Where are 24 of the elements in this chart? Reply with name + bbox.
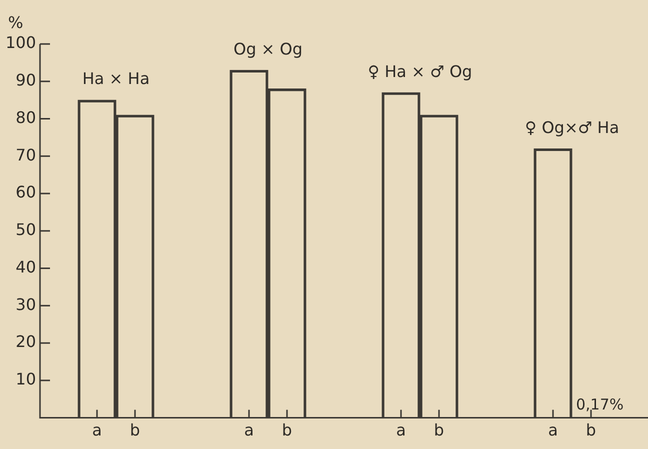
y-tick-label: 100 <box>5 33 36 52</box>
y-tick-label: 80 <box>16 108 36 127</box>
y-tick-label: 60 <box>16 182 36 202</box>
x-tick-label: a <box>244 420 254 440</box>
y-tick-label: 40 <box>16 257 36 276</box>
x-tick-label: b <box>586 420 596 440</box>
annotation: Ha × Ha <box>82 69 150 88</box>
y-tick-label: 70 <box>16 145 36 164</box>
y-tick-label: 90 <box>16 70 36 90</box>
x-tick-label: a <box>396 420 406 440</box>
x-tick-label: a <box>548 420 558 440</box>
x-tick-label: b <box>130 420 140 440</box>
y-tick-label: 50 <box>16 220 36 240</box>
y-tick-label: 30 <box>16 294 36 314</box>
annotation: ♀ Og×♂ Ha <box>524 118 620 137</box>
data-label: 0,17% <box>576 396 624 414</box>
y-tick-label: 10 <box>16 370 36 389</box>
annotation: ♀ Ha × ♂ Og <box>368 62 472 81</box>
x-tick-label: b <box>282 420 292 440</box>
x-tick-label: a <box>92 420 102 440</box>
x-tick-label: b <box>434 420 444 440</box>
y-tick-label: 20 <box>16 332 36 352</box>
annotation: Og × Og <box>233 39 303 58</box>
y-axis-title: % <box>8 13 24 32</box>
